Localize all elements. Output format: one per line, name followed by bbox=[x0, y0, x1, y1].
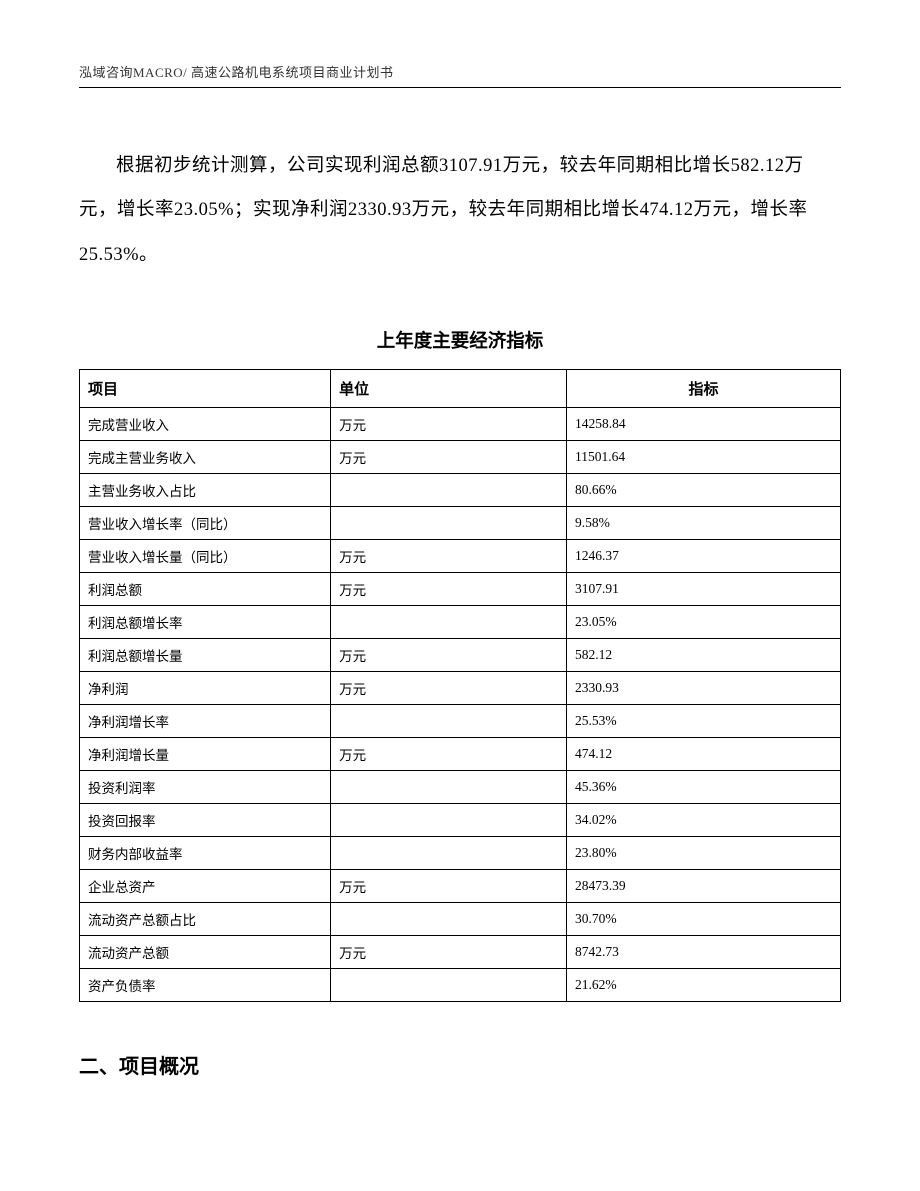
table-row: 主营业务收入占比 80.66% bbox=[80, 474, 841, 507]
table-cell: 企业总资产 bbox=[80, 870, 331, 903]
table-row: 企业总资产万元28473.39 bbox=[80, 870, 841, 903]
table-cell: 净利润增长率 bbox=[80, 705, 331, 738]
table-cell: 34.02% bbox=[567, 804, 841, 837]
table-row: 流动资产总额万元8742.73 bbox=[80, 936, 841, 969]
table-cell: 1246.37 bbox=[567, 540, 841, 573]
table-cell: 营业收入增长率（同比） bbox=[80, 507, 331, 540]
table-cell: 净利润增长量 bbox=[80, 738, 331, 771]
table-cell: 投资利润率 bbox=[80, 771, 331, 804]
table-cell: 474.12 bbox=[567, 738, 841, 771]
table-cell: 万元 bbox=[331, 672, 567, 705]
table-header-row: 项目 单位 指标 bbox=[80, 370, 841, 408]
table-cell: 主营业务收入占比 bbox=[80, 474, 331, 507]
table-cell bbox=[331, 969, 567, 1002]
table-row: 投资回报率 34.02% bbox=[80, 804, 841, 837]
table-cell: 万元 bbox=[331, 738, 567, 771]
table-row: 资产负债率 21.62% bbox=[80, 969, 841, 1002]
table-cell: 万元 bbox=[331, 639, 567, 672]
table-cell bbox=[331, 606, 567, 639]
table-cell: 流动资产总额 bbox=[80, 936, 331, 969]
table-cell: 财务内部收益率 bbox=[80, 837, 331, 870]
col-header-item: 项目 bbox=[80, 370, 331, 408]
table-cell: 资产负债率 bbox=[80, 969, 331, 1002]
table-row: 净利润万元2330.93 bbox=[80, 672, 841, 705]
table-cell: 3107.91 bbox=[567, 573, 841, 606]
table-row: 利润总额增长量万元582.12 bbox=[80, 639, 841, 672]
body-paragraph: 根据初步统计测算，公司实现利润总额3107.91万元，较去年同期相比增长582.… bbox=[79, 144, 841, 277]
table-cell: 582.12 bbox=[567, 639, 841, 672]
table-cell bbox=[331, 474, 567, 507]
table-row: 投资利润率 45.36% bbox=[80, 771, 841, 804]
table-cell bbox=[331, 507, 567, 540]
table-row: 营业收入增长量（同比）万元1246.37 bbox=[80, 540, 841, 573]
table-cell: 23.80% bbox=[567, 837, 841, 870]
economic-indicators-table: 项目 单位 指标 完成营业收入万元14258.84完成主营业务收入万元11501… bbox=[79, 369, 841, 1002]
table-cell: 21.62% bbox=[567, 969, 841, 1002]
table-cell: 完成主营业务收入 bbox=[80, 441, 331, 474]
table-cell bbox=[331, 837, 567, 870]
table-row: 财务内部收益率 23.80% bbox=[80, 837, 841, 870]
table-cell: 完成营业收入 bbox=[80, 408, 331, 441]
table-cell: 45.36% bbox=[567, 771, 841, 804]
col-header-value: 指标 bbox=[567, 370, 841, 408]
table-cell: 万元 bbox=[331, 441, 567, 474]
table-cell: 9.58% bbox=[567, 507, 841, 540]
table-cell: 14258.84 bbox=[567, 408, 841, 441]
table-cell: 11501.64 bbox=[567, 441, 841, 474]
section-title: 二、项目概况 bbox=[79, 1050, 841, 1079]
header-divider bbox=[79, 87, 841, 88]
table-cell: 投资回报率 bbox=[80, 804, 331, 837]
table-row: 利润总额增长率 23.05% bbox=[80, 606, 841, 639]
table-cell bbox=[331, 705, 567, 738]
table-cell bbox=[331, 903, 567, 936]
table-cell: 万元 bbox=[331, 408, 567, 441]
table-row: 完成主营业务收入万元11501.64 bbox=[80, 441, 841, 474]
table-cell: 25.53% bbox=[567, 705, 841, 738]
table-cell: 23.05% bbox=[567, 606, 841, 639]
page-header: 泓域咨询MACRO/ 高速公路机电系统项目商业计划书 bbox=[79, 62, 841, 81]
table-cell: 净利润 bbox=[80, 672, 331, 705]
table-cell: 万元 bbox=[331, 870, 567, 903]
table-cell: 8742.73 bbox=[567, 936, 841, 969]
table-cell bbox=[331, 804, 567, 837]
table-cell: 80.66% bbox=[567, 474, 841, 507]
table-cell: 28473.39 bbox=[567, 870, 841, 903]
table-cell: 万元 bbox=[331, 540, 567, 573]
table-cell: 利润总额增长量 bbox=[80, 639, 331, 672]
table-cell: 万元 bbox=[331, 573, 567, 606]
table-cell: 2330.93 bbox=[567, 672, 841, 705]
table-row: 营业收入增长率（同比） 9.58% bbox=[80, 507, 841, 540]
table-row: 完成营业收入万元14258.84 bbox=[80, 408, 841, 441]
table-row: 利润总额万元3107.91 bbox=[80, 573, 841, 606]
table-title: 上年度主要经济指标 bbox=[79, 327, 841, 353]
table-cell: 万元 bbox=[331, 936, 567, 969]
table-cell: 30.70% bbox=[567, 903, 841, 936]
table-cell bbox=[331, 771, 567, 804]
table-cell: 流动资产总额占比 bbox=[80, 903, 331, 936]
table-row: 净利润增长率 25.53% bbox=[80, 705, 841, 738]
table-cell: 利润总额 bbox=[80, 573, 331, 606]
table-row: 流动资产总额占比 30.70% bbox=[80, 903, 841, 936]
table-cell: 利润总额增长率 bbox=[80, 606, 331, 639]
table-row: 净利润增长量万元474.12 bbox=[80, 738, 841, 771]
col-header-unit: 单位 bbox=[331, 370, 567, 408]
table-cell: 营业收入增长量（同比） bbox=[80, 540, 331, 573]
